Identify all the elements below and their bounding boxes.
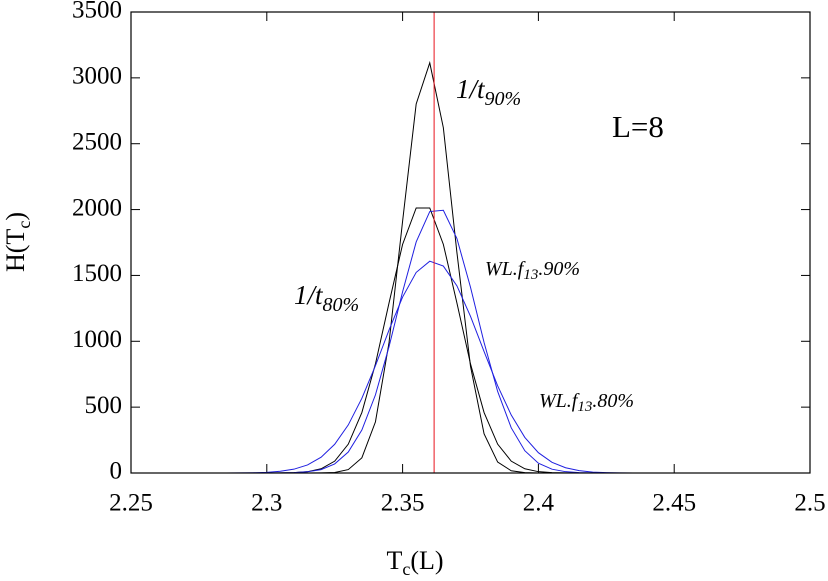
annotation: WL.f13.90% — [485, 258, 580, 284]
x-tick-label: 2.35 — [381, 490, 425, 517]
y-tick-label: 2500 — [72, 128, 122, 155]
y-tick-label: 2000 — [72, 194, 122, 221]
annotation: 1/t90% — [456, 74, 521, 109]
x-tick-label: 2.4 — [523, 490, 555, 517]
y-axis-label-main: H(T — [1, 229, 30, 272]
annotation-main: WL.f — [485, 258, 526, 280]
annotation-main: 1/t — [294, 280, 324, 310]
annotation-sub: 90% — [485, 88, 522, 110]
y-axis-label: H(Tc) — [1, 212, 34, 272]
curve — [185, 209, 675, 474]
x-tick-label: 2.45 — [652, 490, 696, 517]
annotation-sub: 80% — [323, 294, 360, 316]
x-axis-label-tail: (L) — [410, 546, 443, 575]
annotation: WL.f13.80% — [539, 390, 634, 416]
y-tick-label: 500 — [85, 392, 123, 419]
y-tick-label: 1500 — [72, 260, 122, 287]
annotation-main: L=8 — [612, 109, 664, 144]
annotation-sub: 13 — [577, 399, 592, 415]
y-tick-label: 3000 — [72, 63, 122, 90]
y-tick-label: 0 — [110, 458, 123, 485]
x-tick-label: 2.3 — [251, 490, 282, 517]
annotation-main: WL.f — [539, 390, 580, 412]
x-tick-label: 2.5 — [794, 490, 825, 517]
x-axis-label-main: T — [386, 546, 402, 575]
annotation-tail: .90% — [538, 258, 580, 280]
x-axis-label-sub: c — [402, 559, 410, 579]
plot-frame — [130, 11, 811, 474]
x-tick-label: 2.25 — [109, 490, 153, 517]
y-tick-label: 3500 — [72, 0, 122, 24]
y-tick-label: 1000 — [72, 326, 122, 353]
annotation: L=8 — [612, 109, 664, 144]
annotation-tail: .80% — [592, 390, 634, 412]
curve — [185, 260, 675, 474]
annotation: 1/t80% — [294, 280, 359, 315]
y-axis-label-tail: ) — [1, 212, 30, 221]
curve — [185, 207, 675, 474]
x-axis-label: Tc(L) — [386, 546, 443, 579]
y-axis-label-sub: c — [14, 221, 34, 229]
annotation-main: 1/t — [456, 74, 486, 104]
annotation-sub: 13 — [523, 267, 538, 283]
